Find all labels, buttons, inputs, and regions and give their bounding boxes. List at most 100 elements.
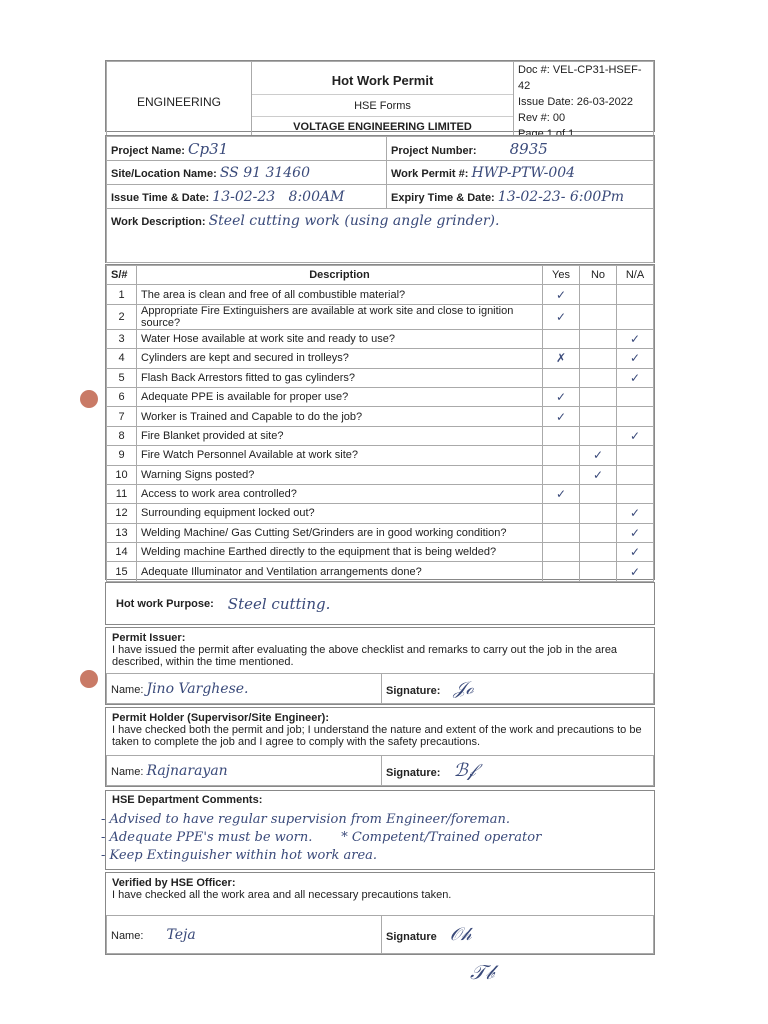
yes-mark — [542, 522, 580, 544]
row-number: 7 — [106, 406, 137, 427]
yes-mark — [542, 542, 580, 563]
no-mark — [579, 406, 617, 427]
checklist-row: 3 Water Hose available at work site and r… — [106, 328, 654, 350]
yes-mark: ✗ — [542, 348, 580, 369]
hot-work-purpose: Hot work Purpose: Steel cutting. — [105, 582, 655, 625]
permit-issuer: Permit Issuer: I have issued the permit … — [105, 627, 655, 705]
yes-mark: ✓ — [542, 303, 580, 330]
yes-mark: ✓ — [542, 386, 580, 408]
permit-number-value: HWP-PTW-004 — [471, 164, 576, 181]
checklist-row: 15 Adequate Illuminator and Ventilation a… — [106, 561, 654, 582]
na-mark — [616, 445, 654, 466]
verified-signature-label: Signature — [386, 931, 437, 943]
header: ENGINEERING Hot Work Permit HSE Forms VO… — [105, 60, 655, 143]
site-value: SS 91 31460 — [219, 164, 310, 181]
yes-mark — [542, 367, 580, 388]
row-description: Flash Back Arrestors fitted to gas cylin… — [136, 367, 543, 388]
holder-name: Rajnarayan — [146, 762, 228, 779]
row-number: 3 — [106, 328, 137, 350]
na-mark — [616, 464, 654, 485]
row-description: Fire Watch Personnel Available at work s… — [136, 445, 543, 466]
checklist-row: 13 Welding Machine/ Gas Cutting Set/Grind… — [106, 522, 654, 544]
na-mark: ✓ — [616, 367, 654, 388]
yes-mark: ✓ — [542, 284, 580, 305]
na-mark: ✓ — [616, 348, 654, 369]
no-mark — [579, 367, 617, 388]
form-subtitle: HSE Forms — [252, 95, 513, 117]
row-description: Warning Signs posted? — [136, 464, 543, 485]
project-name-label: Project Name: — [111, 144, 185, 157]
purpose-label: Hot work Purpose: — [116, 597, 214, 610]
project-name-value: Cp31 — [188, 139, 229, 158]
yes-mark — [542, 445, 580, 466]
issuer-signature: 𝒥ℴ — [453, 678, 474, 699]
issue-time-value: 13-02-23 8:00AM — [212, 188, 345, 205]
row-number: 10 — [106, 464, 137, 485]
row-number: 1 — [106, 284, 137, 305]
row-description: Fire Blanket provided at site? — [136, 425, 543, 447]
project-number-label: Project Number: — [391, 144, 477, 157]
holder-statement: I have checked both the permit and job; … — [112, 724, 642, 748]
punch-hole — [80, 670, 98, 688]
no-mark — [579, 483, 617, 505]
hse-verification: Verified by HSE Officer: I have checked … — [105, 872, 655, 955]
na-mark: ✓ — [616, 522, 654, 544]
row-description: Water Hose available at work site and re… — [136, 328, 543, 350]
purpose-value: Steel cutting. — [227, 594, 331, 613]
no-mark — [579, 284, 617, 305]
org-name: VOLTAGE ENGINEERING LIMITED — [293, 121, 472, 133]
yes-mark — [542, 464, 580, 485]
issuer-signature-label: Signature: — [386, 685, 441, 697]
hse-comment: - Adequate PPE's must be worn. * Compete… — [101, 830, 542, 845]
col-yes: Yes — [542, 264, 580, 286]
na-mark: ✓ — [616, 542, 654, 563]
row-description: Welding Machine/ Gas Cutting Set/Grinder… — [136, 522, 543, 544]
checklist-row: 7 Worker is Trained and Capable to do the… — [106, 406, 654, 427]
hse-comments-title: HSE Department Comments: — [112, 794, 263, 806]
row-number: 11 — [106, 483, 137, 505]
row-description: Adequate Illuminator and Ventilation arr… — [136, 561, 543, 582]
no-mark — [579, 542, 617, 563]
row-number: 15 — [106, 561, 137, 582]
checklist: S/# Description Yes No N/A 1 The area is … — [105, 264, 655, 602]
na-mark: ✓ — [616, 328, 654, 350]
revision: Rev #: 00 — [518, 112, 566, 124]
row-number: 5 — [106, 367, 137, 388]
holder-name-label: Name: — [111, 765, 144, 778]
no-mark: ✓ — [579, 445, 617, 466]
row-description: Surrounding equipment locked out? — [136, 503, 543, 524]
na-mark — [616, 284, 654, 305]
na-mark — [616, 386, 654, 408]
checklist-header: S/# Description Yes No N/A — [106, 264, 654, 286]
yes-mark — [542, 425, 580, 447]
issuer-title: Permit Issuer: — [112, 632, 186, 644]
checklist-row: 9 Fire Watch Personnel Available at work … — [106, 445, 654, 466]
yes-mark — [542, 503, 580, 524]
verified-name-label: Name: — [111, 929, 144, 942]
checklist-row: 12 Surrounding equipment locked out? ✓ — [106, 503, 654, 524]
no-mark — [579, 561, 617, 582]
verified-title: Verified by HSE Officer: — [112, 877, 236, 889]
hse-comment: - Advised to have regular supervision fr… — [101, 812, 510, 827]
work-description-label: Work Description: — [111, 216, 206, 228]
punch-hole — [80, 390, 98, 408]
checklist-row: 5 Flash Back Arrestors fitted to gas cyli… — [106, 367, 654, 388]
no-mark — [579, 328, 617, 350]
verified-signature: 𝒪𝒽 — [449, 924, 472, 945]
row-number: 12 — [106, 503, 137, 524]
checklist-row: 4 Cylinders are kept and secured in troll… — [106, 348, 654, 369]
hse-comments: HSE Department Comments: - Advised to ha… — [101, 790, 655, 870]
company-name: ENGINEERING — [106, 61, 252, 143]
row-number: 13 — [106, 522, 137, 544]
no-mark: ✓ — [579, 464, 617, 485]
checklist-row: 10 Warning Signs posted? ✓ — [106, 464, 654, 485]
doc-number: Doc #: VEL-CP31-HSEF-42 — [518, 64, 642, 92]
yes-mark: ✓ — [542, 483, 580, 505]
issuer-name-label: Name: — [111, 683, 144, 696]
no-mark — [579, 303, 617, 330]
verified-statement: I have checked all the work area and all… — [112, 889, 452, 901]
na-mark — [616, 303, 654, 330]
row-description: Welding machine Earthed directly to the … — [136, 542, 543, 563]
work-description-value: Steel cutting work (using angle grinder)… — [208, 213, 500, 229]
na-mark: ✓ — [616, 561, 654, 582]
